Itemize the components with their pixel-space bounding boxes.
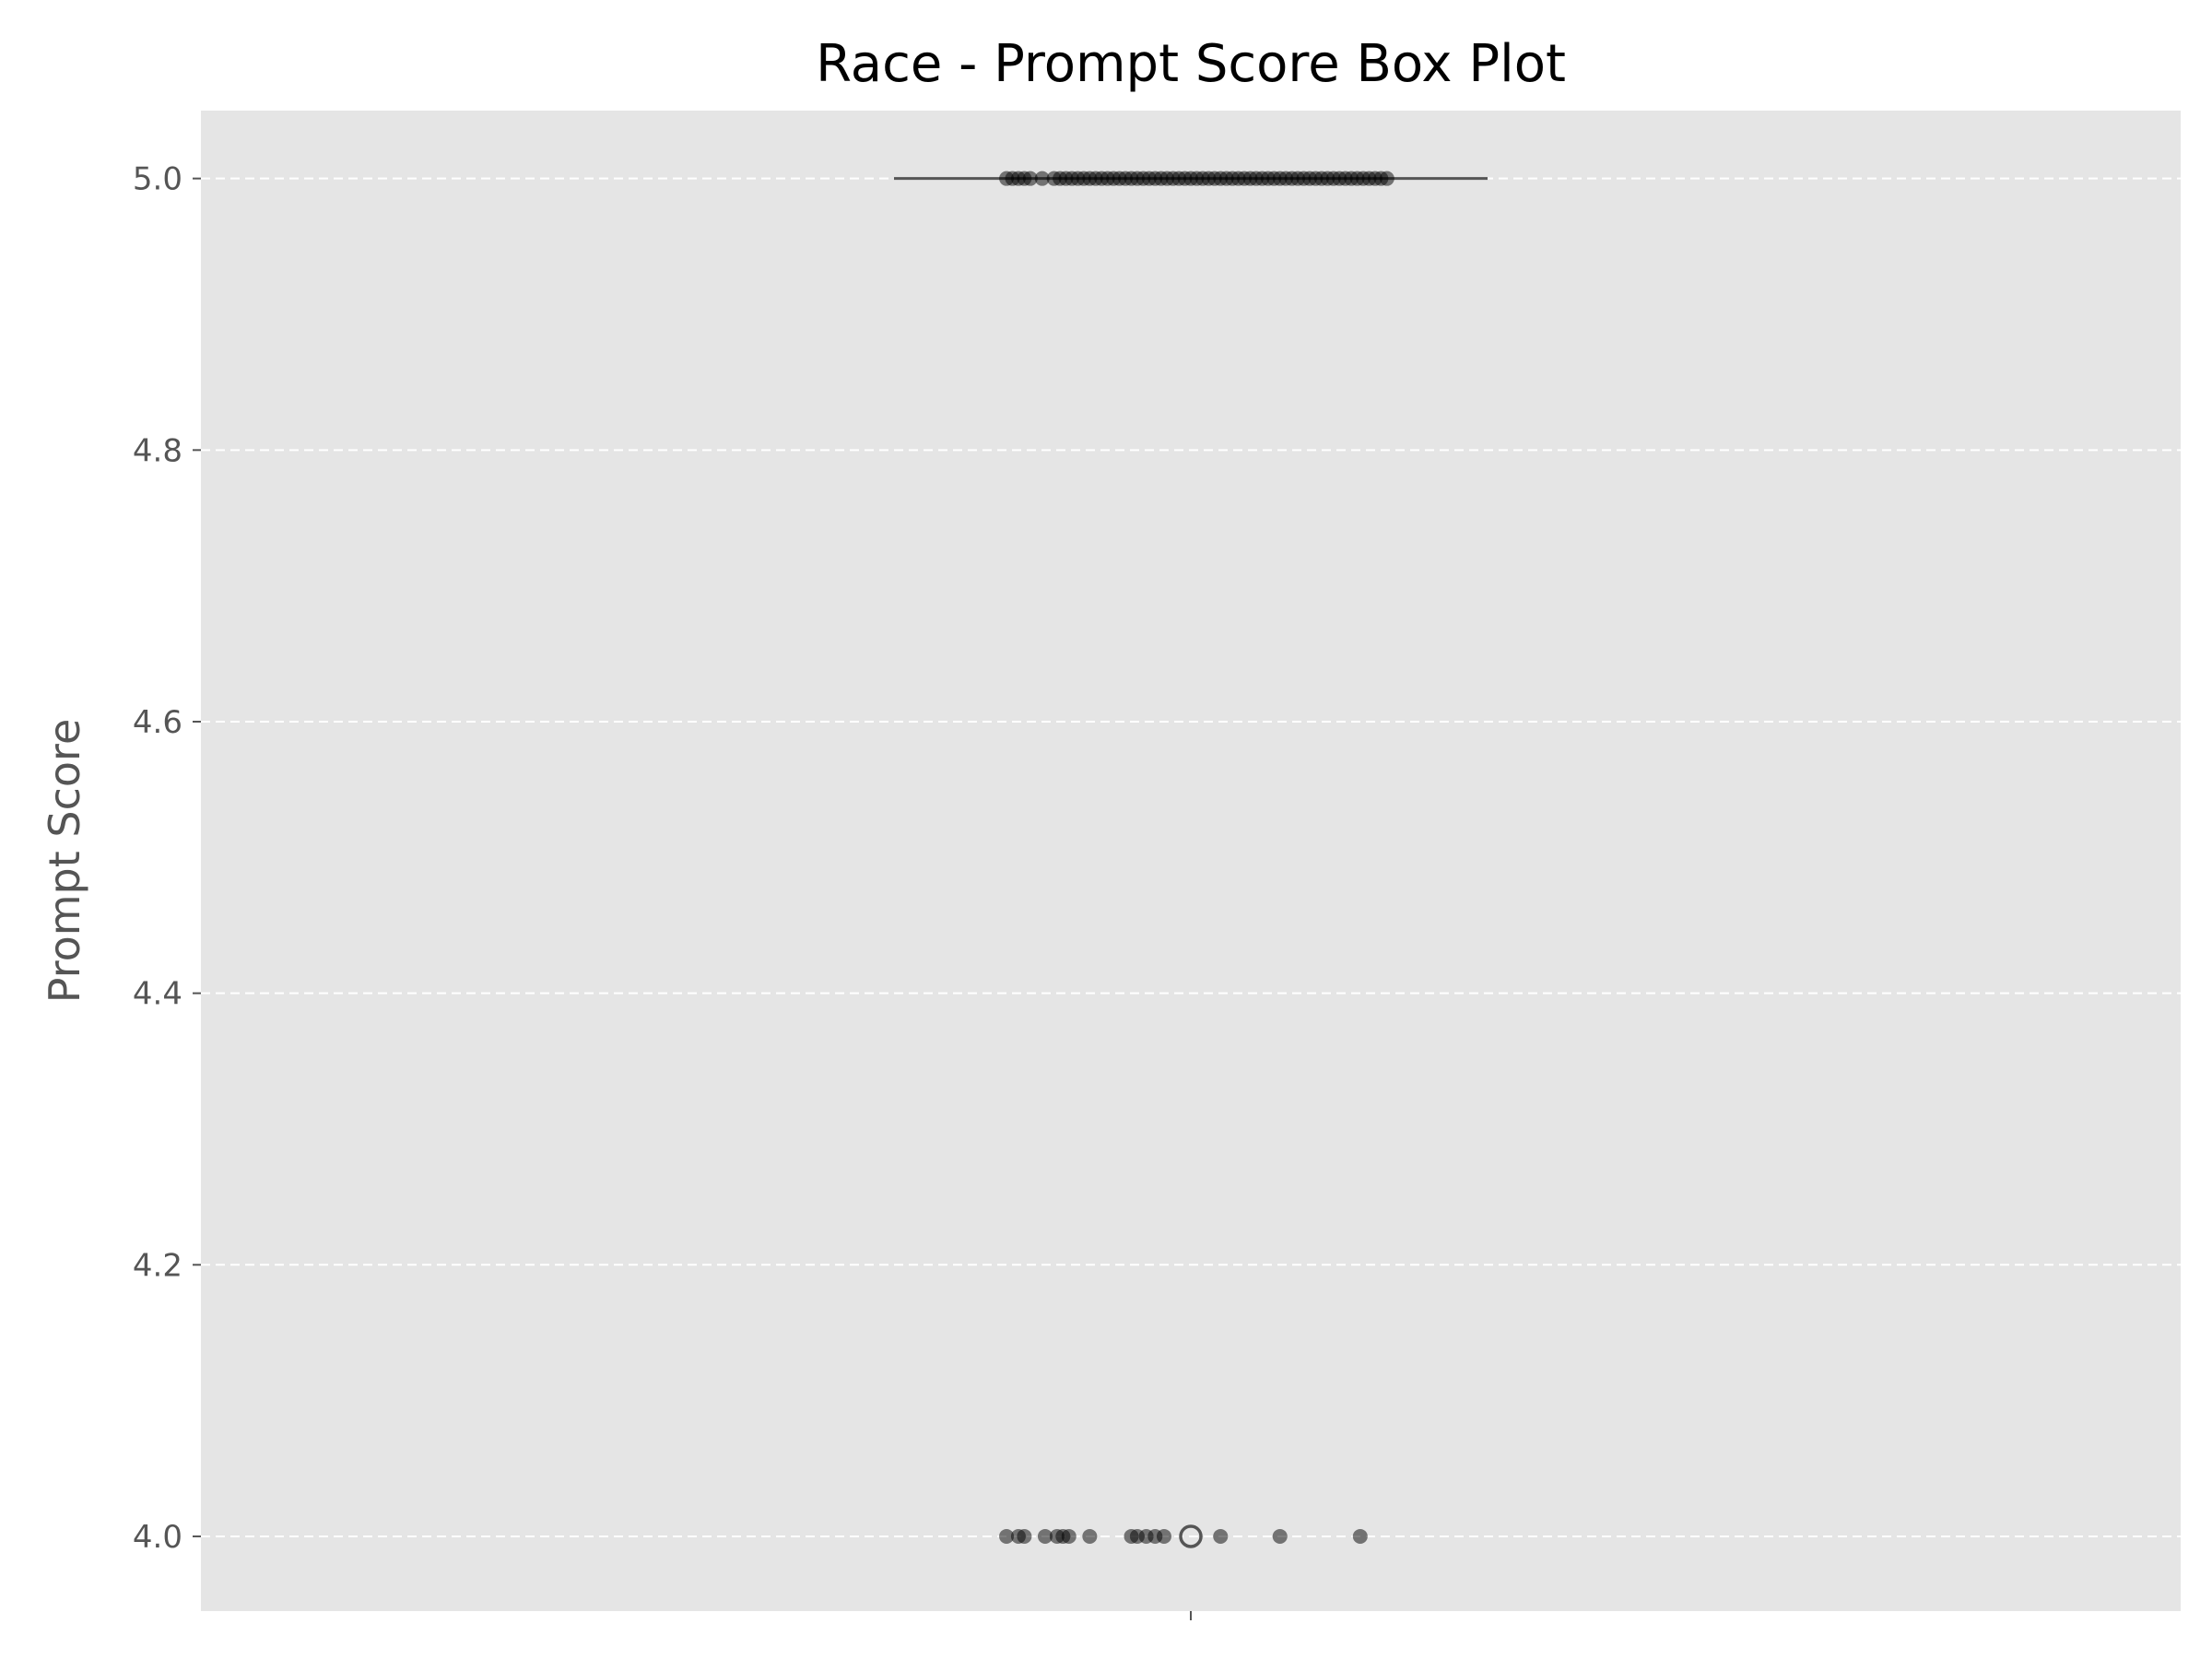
y-tick-label: 4.4 xyxy=(133,976,182,1013)
y-tick-label: 4.0 xyxy=(133,1519,182,1556)
data-point xyxy=(1034,171,1050,186)
data-point xyxy=(1156,1528,1171,1544)
data-point xyxy=(1037,1528,1053,1544)
y-tick-label: 4.2 xyxy=(133,1247,182,1284)
y-tick-label: 4.8 xyxy=(133,432,182,469)
data-point xyxy=(1017,1528,1032,1544)
data-point xyxy=(1022,171,1038,186)
strip-points xyxy=(999,171,1394,1544)
plot-background xyxy=(201,111,2181,1611)
data-point xyxy=(1352,1528,1368,1544)
data-point xyxy=(1272,1528,1288,1544)
y-tick-label: 4.6 xyxy=(133,704,182,741)
outlier-marker xyxy=(1179,1524,1203,1548)
data-point xyxy=(1082,1528,1098,1544)
data-point xyxy=(1379,171,1394,186)
data-point xyxy=(1061,1528,1077,1544)
chart-title: Race - Prompt Score Box Plot xyxy=(816,34,1566,94)
y-axis-label: Prompt Score xyxy=(40,719,89,1003)
y-tick-label: 5.0 xyxy=(133,161,182,198)
data-point xyxy=(999,1528,1015,1544)
y-axis-ticks: 4.0 4.2 4.4 4.6 4.8 5.0 xyxy=(133,161,201,1556)
data-point xyxy=(1213,1528,1229,1544)
